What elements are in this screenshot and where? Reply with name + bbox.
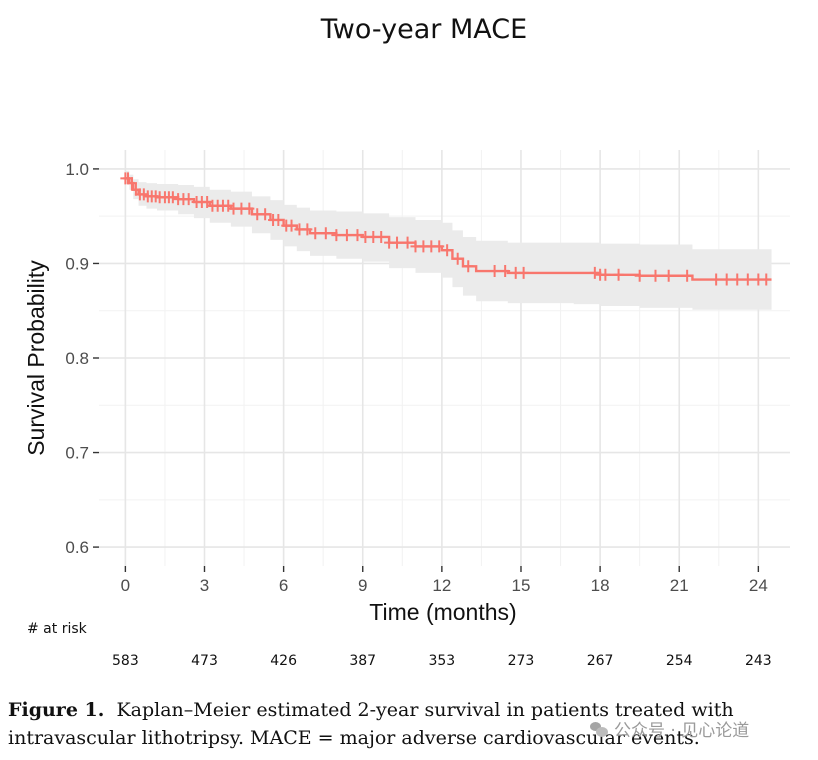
censor-mark bbox=[600, 268, 611, 281]
at-risk-value: 243 bbox=[745, 653, 772, 669]
censor-mark bbox=[244, 202, 255, 215]
censor-mark bbox=[352, 229, 363, 242]
censor-mark bbox=[663, 269, 674, 282]
censor-mark bbox=[463, 260, 474, 273]
at-risk-value: 254 bbox=[666, 653, 693, 669]
x-tick-label: 3 bbox=[200, 576, 209, 595]
km-chart: Two-year MACE 0.6 0.7 0.8 0.9 1.0 0 3 6 9 12 15 18… bbox=[23, 14, 790, 669]
censor-mark bbox=[310, 227, 321, 240]
censor-marks bbox=[120, 172, 772, 286]
figure-caption: Figure 1. Kaplan–Meier estimated 2-year … bbox=[8, 696, 808, 752]
x-tick-label: 18 bbox=[591, 576, 610, 595]
y-tick-label: 0.6 bbox=[65, 538, 89, 557]
x-tick-label: 12 bbox=[432, 576, 451, 595]
x-tick-label: 6 bbox=[279, 576, 288, 595]
y-axis-label: Survival Probability bbox=[23, 260, 49, 456]
censor-mark bbox=[742, 273, 753, 286]
at-risk-value: 583 bbox=[112, 653, 139, 669]
censor-mark bbox=[711, 273, 722, 286]
censor-mark bbox=[721, 273, 732, 286]
censor-mark bbox=[500, 265, 511, 278]
censor-mark bbox=[634, 269, 645, 282]
x-tick-label: 21 bbox=[670, 576, 689, 595]
y-axis-ticks: 0.6 0.7 0.8 0.9 1.0 bbox=[65, 160, 99, 557]
at-risk-value: 426 bbox=[270, 653, 297, 669]
x-tick-label: 24 bbox=[749, 576, 768, 595]
at-risk-value: 353 bbox=[428, 653, 455, 669]
censor-mark bbox=[452, 252, 463, 265]
x-tick-label: 15 bbox=[512, 576, 531, 595]
censor-mark bbox=[260, 208, 271, 221]
chart-title: Two-year MACE bbox=[320, 14, 527, 45]
censor-mark bbox=[273, 213, 284, 226]
wechat-icon bbox=[590, 721, 608, 737]
censor-mark bbox=[376, 230, 387, 243]
x-axis-ticks: 0 3 6 9 12 15 18 21 24 bbox=[121, 566, 768, 595]
x-tick-label: 0 bbox=[121, 576, 130, 595]
at-risk-value: 387 bbox=[349, 653, 376, 669]
watermark-text: 公众号 · 见心论道 bbox=[614, 721, 750, 741]
y-tick-label: 0.7 bbox=[65, 444, 89, 463]
censor-mark bbox=[442, 244, 453, 257]
at-risk-value: 267 bbox=[587, 653, 614, 669]
censor-mark bbox=[341, 229, 352, 242]
censor-mark bbox=[331, 229, 342, 242]
censor-mark bbox=[223, 199, 234, 212]
censor-mark bbox=[286, 219, 297, 232]
censor-mark bbox=[489, 265, 500, 278]
censor-mark bbox=[167, 191, 178, 204]
at-risk-value: 473 bbox=[191, 653, 218, 669]
censor-mark bbox=[320, 227, 331, 240]
y-tick-label: 0.9 bbox=[65, 254, 89, 273]
censor-mark bbox=[682, 269, 693, 282]
censor-mark bbox=[589, 266, 600, 279]
censor-mark bbox=[202, 196, 213, 208]
censor-mark bbox=[434, 240, 445, 253]
y-tick-label: 0.8 bbox=[65, 349, 89, 368]
y-tick-label: 1.0 bbox=[65, 160, 89, 179]
at-risk-label: # at risk bbox=[27, 621, 88, 637]
censor-mark bbox=[392, 236, 403, 249]
watermark: 公众号 · 见心论道 bbox=[590, 716, 749, 741]
x-axis-label: Time (months) bbox=[369, 599, 516, 625]
censor-mark bbox=[761, 273, 772, 286]
at-risk-row: 583 473 426 387 353 273 267 254 243 bbox=[112, 653, 772, 669]
censor-mark bbox=[126, 177, 137, 190]
censor-mark bbox=[650, 269, 661, 282]
censor-mark bbox=[732, 273, 743, 286]
caption-text: Kaplan–Meier estimated 2-year survival i… bbox=[8, 699, 734, 749]
confidence-band bbox=[125, 170, 772, 310]
censor-mark bbox=[183, 193, 194, 206]
at-risk-value: 273 bbox=[508, 653, 535, 669]
figure-label: Figure 1. bbox=[8, 699, 105, 721]
censor-mark bbox=[613, 268, 624, 281]
censor-mark bbox=[402, 236, 413, 249]
censor-mark bbox=[518, 266, 529, 279]
censor-mark bbox=[302, 223, 313, 236]
x-tick-label: 9 bbox=[358, 576, 367, 595]
